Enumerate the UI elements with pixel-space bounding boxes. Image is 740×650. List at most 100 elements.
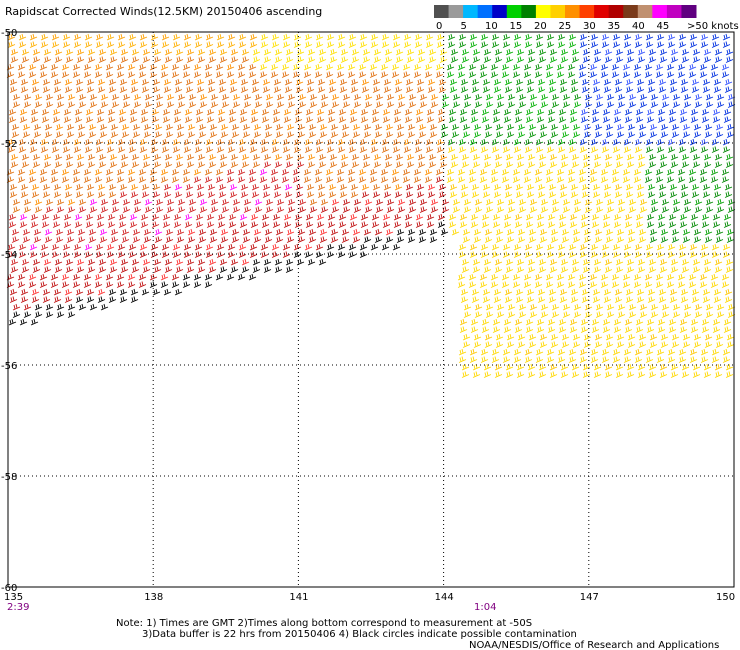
wind-barb [549, 161, 558, 168]
wind-barb [463, 101, 472, 108]
wind-barb [252, 56, 261, 63]
wind-barb [50, 176, 59, 183]
wind-barb [220, 236, 229, 243]
wind-barb [582, 371, 591, 378]
wind-barb [118, 213, 127, 221]
wind-barb [110, 131, 119, 138]
wind-barb [472, 56, 481, 63]
wind-barb [507, 101, 516, 108]
color-legend: 0 5 10 15 20 25 30 35 40 45 >50 knots [434, 5, 739, 32]
wind-barb [139, 41, 148, 48]
wind-barb [473, 236, 482, 243]
wind-barb [677, 281, 686, 288]
wind-barb [546, 33, 555, 41]
wind-barb [406, 56, 415, 63]
wind-barb [448, 221, 457, 228]
wind-barb [408, 206, 417, 213]
wind-barb [539, 341, 548, 348]
wind-barb [281, 176, 290, 183]
wind-barb [474, 303, 483, 311]
wind-barb [153, 153, 162, 161]
wind-barb [462, 131, 471, 138]
wind-barb [347, 168, 356, 176]
wind-barb [100, 206, 109, 213]
wind-barb [556, 168, 565, 176]
wind-barb [581, 78, 590, 86]
wind-barb [459, 213, 468, 221]
wind-barb [155, 198, 164, 206]
wind-barb [342, 101, 351, 108]
wind-barb [12, 93, 21, 101]
wind-barb [164, 266, 173, 273]
wind-barb [683, 311, 692, 318]
wind-barb [639, 101, 648, 108]
wind-barb [140, 108, 149, 116]
wind-barb [95, 251, 104, 258]
wind-barb [468, 281, 477, 288]
wind-barb [99, 228, 108, 236]
wind-barb [403, 146, 412, 153]
wind-barb [496, 303, 505, 311]
wind-barb [485, 93, 494, 101]
wind-barb [505, 48, 514, 56]
wind-barb [536, 326, 545, 333]
wind-barb [65, 266, 74, 273]
wind-barb [446, 176, 455, 183]
wind-barb [516, 371, 525, 378]
wind-barb [615, 258, 624, 266]
wind-barb [303, 168, 312, 176]
wind-barb [239, 108, 248, 116]
wind-barb [119, 86, 128, 93]
wind-barb [428, 153, 437, 161]
wind-barb [10, 258, 19, 266]
wind-barb [175, 56, 184, 63]
wind-barb [710, 71, 719, 78]
wind-barb [582, 258, 591, 266]
wind-barb [358, 71, 367, 78]
wind-barb [373, 153, 382, 161]
wind-barb [348, 243, 357, 251]
wind-barb [491, 138, 500, 146]
wind-barb [121, 236, 130, 243]
wind-barb [109, 48, 118, 56]
wind-barb [395, 161, 404, 168]
wind-barb [637, 153, 646, 161]
wind-barb [723, 221, 732, 228]
wind-barb [681, 56, 690, 63]
wind-barb [197, 56, 206, 63]
wind-barb [570, 296, 579, 303]
wind-barb [705, 311, 714, 318]
wind-barb [261, 108, 270, 116]
wind-barb [634, 146, 643, 153]
wind-barb [705, 93, 714, 101]
wind-barb [671, 123, 680, 131]
wind-barb [41, 108, 50, 116]
wind-barb [402, 71, 411, 78]
wind-barb [241, 153, 250, 161]
wind-barb [40, 33, 49, 41]
wind-barb [491, 243, 500, 251]
wind-barb [119, 288, 128, 296]
wind-barb [298, 93, 307, 101]
wind-barb [659, 48, 668, 56]
wind-barb [716, 303, 725, 311]
wind-barb [461, 371, 470, 378]
wind-barb [540, 206, 549, 213]
wind-barb [528, 341, 537, 348]
wind-barb [77, 131, 86, 138]
wind-barb [240, 183, 249, 191]
wind-barb [327, 116, 336, 123]
wind-barb [172, 33, 181, 41]
wind-barb [472, 258, 481, 266]
wind-barb [683, 198, 692, 206]
wind-barb [504, 288, 513, 296]
wind-barb [316, 213, 325, 221]
wind-barb [61, 71, 70, 78]
wind-barb [600, 63, 609, 71]
wind-barb [494, 371, 503, 378]
wind-barb [176, 236, 185, 243]
wind-barb [678, 33, 687, 41]
wind-barb [492, 221, 501, 228]
wind-barb [260, 41, 269, 48]
wind-barb [32, 258, 41, 266]
